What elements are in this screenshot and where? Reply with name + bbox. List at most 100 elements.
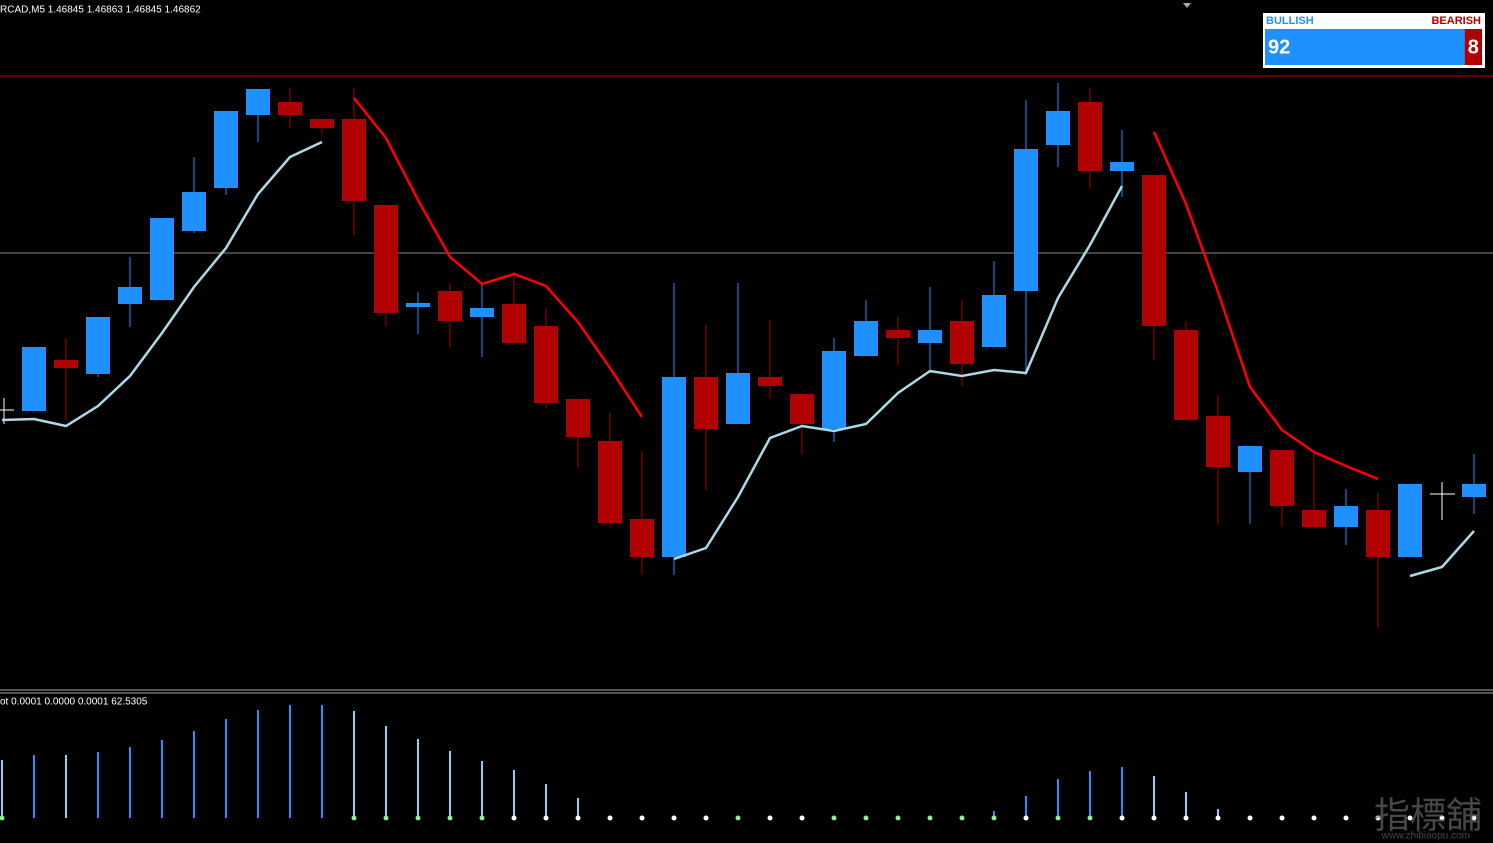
candle-body <box>1110 162 1134 171</box>
candle-body <box>566 399 590 437</box>
candle-body <box>150 218 174 300</box>
candle-body <box>1142 175 1166 326</box>
signal-dot <box>1183 815 1189 821</box>
signal-dot <box>927 815 933 821</box>
signal-dot <box>1343 815 1349 821</box>
watermark-title: 指標舖 <box>1374 795 1482 836</box>
candle-body <box>246 89 270 115</box>
signal-dot <box>639 815 645 821</box>
candle-body <box>342 119 366 201</box>
signal-dot <box>1215 815 1221 821</box>
signal-dot <box>0 815 5 821</box>
candle-body <box>886 330 910 338</box>
candle-body <box>86 317 110 374</box>
signal-dot <box>511 815 517 821</box>
candle-body <box>822 351 846 429</box>
candle-body <box>1206 416 1230 467</box>
candle-body <box>790 394 814 424</box>
candle-body <box>438 291 462 321</box>
candle-body <box>470 308 494 317</box>
candle-body <box>22 347 46 411</box>
signal-dot <box>1375 815 1381 821</box>
bear-value: 8 <box>1468 36 1479 58</box>
candle-body <box>726 373 750 424</box>
candle-body <box>374 205 398 313</box>
candle-body <box>758 377 782 386</box>
signal-dot <box>671 815 677 821</box>
signal-dot <box>863 815 869 821</box>
signal-dot <box>1055 815 1061 821</box>
signal-dot <box>1439 815 1445 821</box>
candle-body <box>982 295 1006 347</box>
bull-label: BULLISH <box>1266 15 1314 27</box>
signal-dot <box>383 815 389 821</box>
crosshair <box>1430 482 1455 520</box>
bear-label: BEARISH <box>1431 15 1481 27</box>
symbol-line: RCAD,M5 1.46845 1.46863 1.46845 1.46862 <box>0 5 201 16</box>
candle-body <box>1174 330 1198 420</box>
candle-body <box>1366 510 1390 557</box>
ma-line <box>673 185 1124 561</box>
signal-dot <box>991 815 997 821</box>
candle-body <box>1334 506 1358 527</box>
candle-body <box>182 192 206 231</box>
signal-dot <box>447 815 453 821</box>
signal-dot <box>607 815 613 821</box>
signal-dot <box>767 815 773 821</box>
candle-body <box>118 287 142 304</box>
candle-body <box>278 102 302 115</box>
shift-marker <box>1183 3 1191 8</box>
signal-dot <box>1279 815 1285 821</box>
candle-body <box>662 377 686 557</box>
candle-body <box>406 303 430 307</box>
signal-dot <box>703 815 709 821</box>
signal-dot <box>1119 815 1125 821</box>
ma-line <box>1 140 323 428</box>
signal-dot <box>415 815 421 821</box>
signal-dot <box>351 815 357 821</box>
indicator-label: ot 0.0001 0.0000 0.0001 62.5305 <box>0 697 148 708</box>
candle-body <box>598 441 622 523</box>
ma-line <box>1409 530 1475 578</box>
signal-dot <box>1471 815 1477 821</box>
signal-dot <box>799 815 805 821</box>
signal-dot <box>1311 815 1317 821</box>
signal-dot <box>1087 815 1093 821</box>
signal-dot <box>543 815 549 821</box>
candle-body <box>1398 484 1422 557</box>
candle-body <box>214 111 238 188</box>
widget-bars: 92 8 <box>1265 29 1482 65</box>
candle-body <box>630 519 654 557</box>
candle-body <box>1462 484 1486 497</box>
signal-dot <box>735 815 741 821</box>
candle-body <box>1238 446 1262 472</box>
candle-body <box>694 377 718 429</box>
watermark-url: www.zhibiaopu.com <box>1381 831 1470 842</box>
signal-dot <box>1151 815 1157 821</box>
candle-body <box>854 321 878 356</box>
candle-body <box>1302 510 1326 527</box>
signal-dot <box>1407 815 1413 821</box>
bull-bar <box>1265 29 1465 65</box>
signal-dot <box>959 815 965 821</box>
candle-body <box>310 119 334 128</box>
signal-dot <box>895 815 901 821</box>
candle-body <box>54 360 78 368</box>
candle-body <box>534 326 558 403</box>
signal-dot <box>575 815 581 821</box>
candle-body <box>918 330 942 343</box>
ma-line <box>353 97 644 418</box>
candle-body <box>1014 149 1038 291</box>
candle-body <box>1078 102 1102 171</box>
signal-dot <box>831 815 837 821</box>
signal-dot <box>1247 815 1253 821</box>
signal-dot <box>479 815 485 821</box>
candle-body <box>502 304 526 343</box>
bull-value: 92 <box>1268 36 1290 58</box>
ma-line <box>1152 131 1379 481</box>
candle-body <box>1270 450 1294 506</box>
candle-body <box>950 321 974 364</box>
marks <box>0 83 1486 821</box>
